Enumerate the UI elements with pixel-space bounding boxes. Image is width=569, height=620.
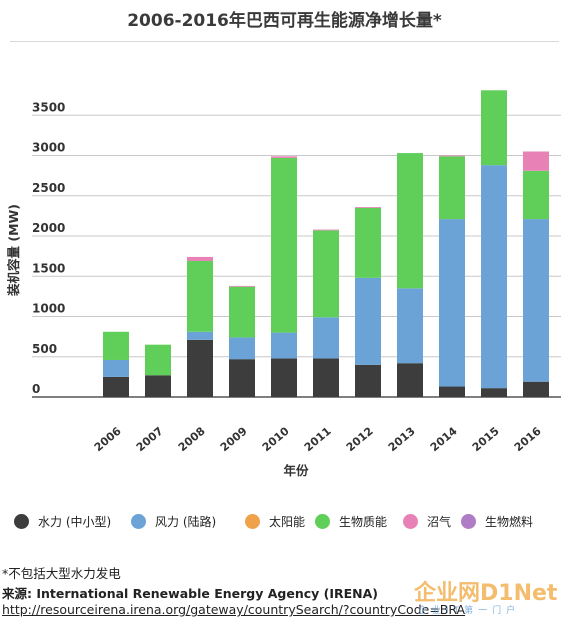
legend-label: 沼气 bbox=[427, 514, 452, 529]
bar-segment bbox=[397, 153, 423, 289]
legend-item: 太阳能 bbox=[245, 511, 305, 531]
bar-segment bbox=[355, 277, 381, 365]
y-tick-label: 3000 bbox=[32, 141, 65, 155]
x-axis-title: 年份 bbox=[283, 463, 309, 478]
legend-item: 风力 (陆路) bbox=[131, 511, 216, 531]
legend-label: 太阳能 bbox=[269, 514, 306, 529]
chart-legend: 水力 (中小型) 风力 (陆路) 太阳能 生物质能 沼气 生物燃料 bbox=[14, 511, 559, 531]
bar-segment bbox=[187, 339, 213, 397]
y-tick-label: 2000 bbox=[32, 221, 65, 235]
y-tick-label: 1000 bbox=[32, 302, 65, 316]
chart-title: 2006-2016年巴西可再生能源净增长量* bbox=[127, 11, 442, 31]
legend-label: 水力 (中小型) bbox=[38, 514, 112, 529]
legend-item: 生物质能 bbox=[315, 511, 387, 531]
x-tick-label: 2016 bbox=[512, 424, 544, 454]
bar-segment bbox=[271, 332, 297, 359]
bar-segment bbox=[397, 288, 423, 364]
bar-segment bbox=[481, 388, 507, 397]
x-tick-label: 2011 bbox=[302, 424, 334, 454]
watermark-brand: 企业网D1Net bbox=[414, 581, 558, 606]
bar-segment bbox=[229, 285, 255, 287]
bar-segment bbox=[355, 207, 381, 278]
footnote-source: 来源: International Renewable Energy Agenc… bbox=[2, 586, 379, 601]
bar-segment bbox=[523, 381, 549, 397]
bar-segment bbox=[481, 90, 507, 166]
watermark-tagline: 企业IT第一门户 bbox=[418, 606, 521, 616]
legend-swatch bbox=[245, 513, 260, 529]
bar-segment bbox=[313, 230, 339, 318]
bar-segment bbox=[481, 165, 507, 389]
bar-segment bbox=[523, 219, 549, 382]
y-tick-label: 500 bbox=[32, 342, 57, 356]
bar-segment bbox=[103, 359, 129, 377]
bar-segment bbox=[145, 344, 171, 376]
legend-swatch bbox=[403, 513, 418, 529]
bar-segment bbox=[271, 157, 297, 333]
bar-chart: 0 500 1000 1500 2000 2500 3000 3500 2006 2007 2008… bbox=[6, 90, 561, 478]
legend-item: 沼气 bbox=[403, 511, 451, 531]
bar-segment bbox=[355, 207, 381, 208]
legend-swatch bbox=[131, 513, 146, 529]
bar-segment bbox=[313, 229, 339, 231]
legend-label: 生物燃料 bbox=[485, 514, 534, 529]
bar-segment bbox=[145, 375, 171, 397]
footnote-exclusion: *不包括大型水力发电 bbox=[2, 566, 121, 581]
bar-segment bbox=[439, 155, 465, 157]
x-tick-label: 2009 bbox=[218, 424, 250, 454]
legend-swatch bbox=[14, 513, 29, 529]
bar-segment bbox=[271, 358, 297, 397]
bar-segment bbox=[439, 386, 465, 397]
x-tick-label: 2006 bbox=[92, 424, 124, 454]
bar-segment bbox=[103, 331, 129, 360]
bar-segment bbox=[229, 337, 255, 360]
x-tick-label: 2010 bbox=[260, 424, 292, 454]
bar-segment bbox=[187, 256, 213, 261]
legend-label: 生物质能 bbox=[339, 514, 388, 529]
x-tick-label: 2013 bbox=[386, 424, 418, 454]
bar-segment bbox=[523, 170, 549, 220]
source-link[interactable]: http://resourceirena.irena.org/gateway/c… bbox=[2, 602, 466, 617]
bar-segment bbox=[187, 331, 213, 340]
legend-item: 水力 (中小型) bbox=[14, 511, 111, 531]
y-axis-title: 装机容量 (MW) bbox=[6, 204, 21, 297]
x-tick-label: 2014 bbox=[428, 424, 460, 454]
title-divider bbox=[10, 41, 559, 42]
bar-segment bbox=[397, 363, 423, 397]
y-tick-label: 3500 bbox=[32, 100, 65, 114]
x-tick-label: 2007 bbox=[134, 424, 166, 454]
bar-segment bbox=[229, 286, 255, 338]
legend-swatch bbox=[461, 513, 476, 529]
bar-segment bbox=[523, 151, 549, 171]
legend-swatch bbox=[315, 513, 330, 529]
bar-segment bbox=[229, 359, 255, 397]
bar-segment bbox=[313, 317, 339, 359]
legend-item: 生物燃料 bbox=[461, 511, 533, 531]
x-tick-label: 2015 bbox=[470, 424, 502, 454]
bar-segment bbox=[355, 364, 381, 397]
x-tick-label: 2008 bbox=[176, 424, 208, 454]
x-tick-label: 2012 bbox=[344, 424, 376, 454]
bar-segment bbox=[187, 260, 213, 332]
y-tick-label: 2500 bbox=[32, 181, 65, 195]
bar-segment bbox=[439, 219, 465, 387]
y-tick-label: 1500 bbox=[32, 261, 65, 275]
bar-segment bbox=[271, 156, 297, 158]
bar-segment bbox=[313, 358, 339, 397]
bar-segment bbox=[439, 156, 465, 220]
bar-segment bbox=[103, 376, 129, 397]
watermark-logo: 企业网D1Net 企业IT第一门户 bbox=[408, 573, 568, 619]
y-tick-label: 0 bbox=[32, 382, 40, 396]
legend-label: 风力 (陆路) bbox=[155, 514, 217, 529]
